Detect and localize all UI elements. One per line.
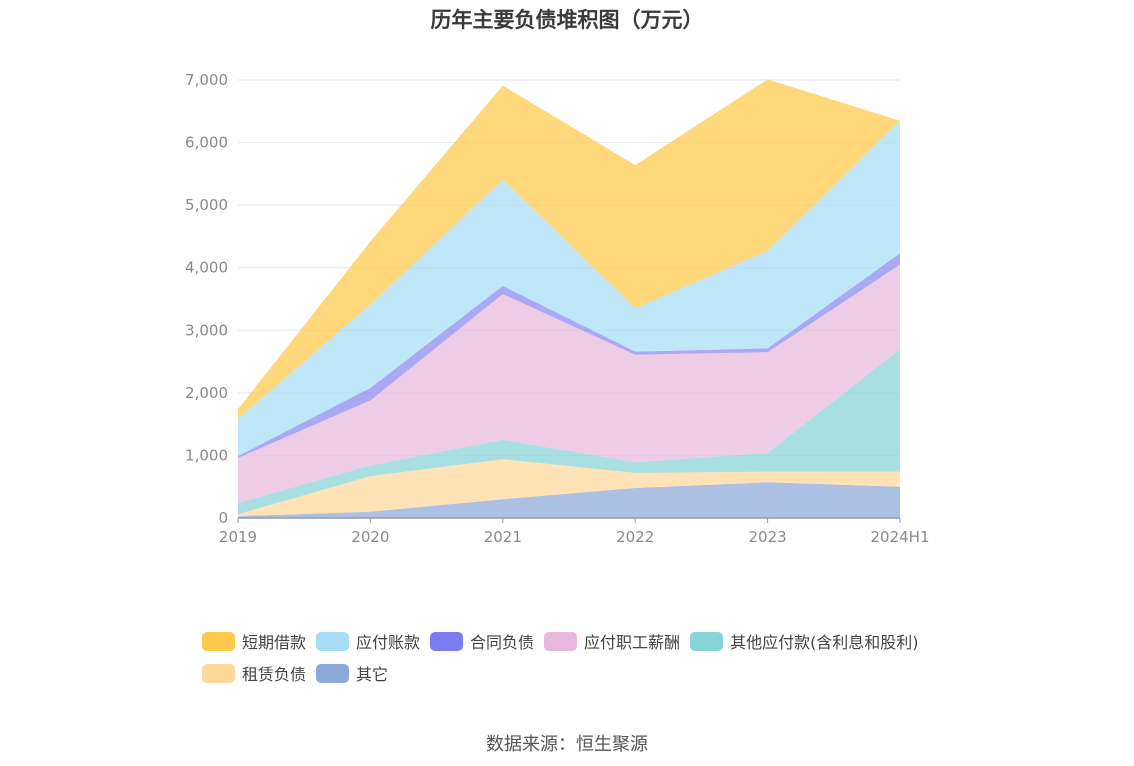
legend-label: 其他应付款(含利息和股利) bbox=[730, 633, 919, 652]
y-tick-label: 5,000 bbox=[185, 196, 228, 214]
legend-swatch bbox=[544, 631, 578, 651]
legend-label: 合同负债 bbox=[470, 633, 535, 652]
x-tick-label: 2022 bbox=[616, 528, 654, 546]
legend-item[interactable]: 应付职工薪酬 bbox=[544, 631, 681, 652]
area-series-1 bbox=[238, 459, 900, 517]
x-tick-label: 2024H1 bbox=[871, 528, 930, 546]
chart-title: 历年主要负债堆积图（万元） bbox=[430, 8, 704, 32]
legend-item[interactable]: 其它 bbox=[316, 663, 389, 684]
legend-item[interactable]: 合同负债 bbox=[430, 631, 535, 652]
legend-label: 应付账款 bbox=[356, 633, 421, 652]
area-series bbox=[238, 79, 900, 518]
x-tick-label: 2023 bbox=[749, 528, 787, 546]
y-tick-label: 4,000 bbox=[185, 259, 228, 277]
y-tick-label: 1,000 bbox=[185, 446, 228, 464]
y-tick-label: 7,000 bbox=[185, 71, 228, 89]
x-tick-label: 2020 bbox=[351, 528, 389, 546]
legend-item[interactable]: 应付账款 bbox=[316, 631, 421, 652]
legend-item[interactable]: 其他应付款(含利息和股利) bbox=[690, 631, 919, 652]
y-tick-label: 0 bbox=[218, 509, 228, 527]
y-tick-label: 6,000 bbox=[185, 134, 228, 152]
legend-swatch bbox=[202, 663, 235, 683]
x-tick-label: 2021 bbox=[484, 528, 522, 546]
stacked-area-chart: 0 1,000 2,000 3,000 4,000 5,000 6,000 7,000 2019… bbox=[185, 71, 929, 546]
legend: 短期借款 应付账款 合同负债 应付职工薪酬 其他应付款(含利息和股利) 租赁负债 其它 bbox=[202, 631, 962, 695]
data-source: 数据来源：恒生聚源 bbox=[486, 734, 648, 755]
x-tick-label: 2019 bbox=[219, 528, 257, 546]
legend-swatch bbox=[690, 631, 724, 651]
legend-label: 应付职工薪酬 bbox=[584, 633, 681, 652]
legend-label: 其它 bbox=[356, 665, 389, 684]
y-tick-label: 3,000 bbox=[185, 321, 228, 339]
area-series-5 bbox=[238, 120, 900, 457]
area-series-6 bbox=[238, 79, 900, 419]
legend-item[interactable]: 短期借款 bbox=[202, 631, 307, 652]
legend-label: 短期借款 bbox=[242, 633, 307, 652]
axes: 0 1,000 2,000 3,000 4,000 5,000 6,000 7,000 2019… bbox=[185, 71, 929, 546]
y-tick-label: 2,000 bbox=[185, 384, 228, 402]
legend-label: 租赁负债 bbox=[242, 665, 307, 684]
legend-swatch bbox=[202, 631, 235, 651]
area-series-3 bbox=[238, 264, 900, 503]
legend-swatch bbox=[430, 631, 464, 651]
legend-swatch bbox=[316, 663, 350, 683]
legend-item[interactable]: 租赁负债 bbox=[202, 663, 307, 684]
area-series-0 bbox=[238, 482, 900, 518]
legend-swatch bbox=[316, 631, 350, 651]
